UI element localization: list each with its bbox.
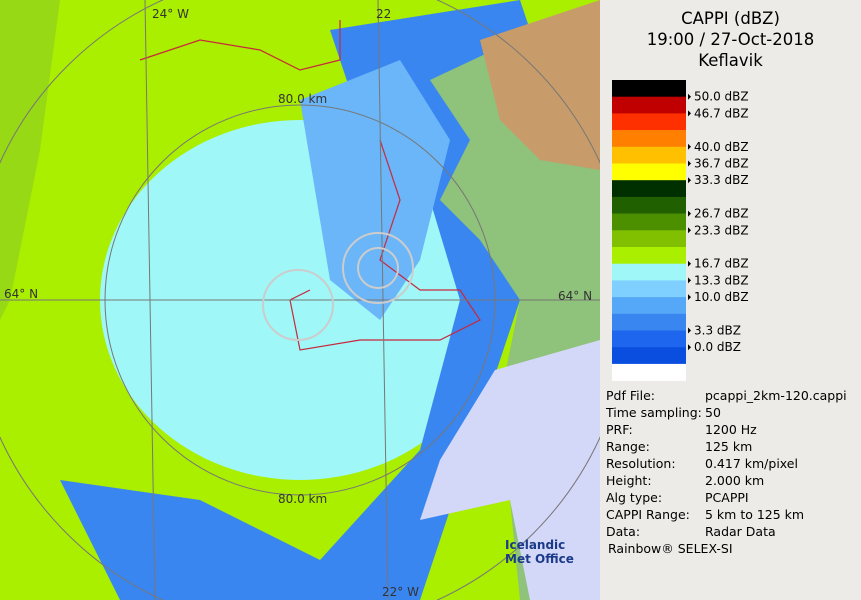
info-row: Pdf File: pcappi_2km-120.cappi	[606, 387, 855, 404]
lon-label: 24° W	[152, 7, 189, 21]
ocean	[420, 340, 600, 600]
legend-tick	[688, 227, 691, 234]
logo-box: Icelandic Met Office	[505, 538, 574, 566]
info-key: Pdf File:	[606, 388, 655, 403]
legend-tick	[688, 93, 691, 100]
legend-swatch	[612, 280, 686, 298]
echo-band	[0, 0, 60, 320]
info-value: Radar Data	[705, 524, 776, 539]
info-value: 50	[705, 405, 721, 420]
legend-swatch	[612, 113, 686, 131]
coastline	[139, 20, 481, 351]
lon-label: 22	[376, 7, 391, 21]
ring-label: 80.0 km	[278, 92, 327, 106]
legend-tick	[688, 110, 691, 117]
legend-swatch	[612, 330, 686, 348]
legend-tick	[688, 294, 691, 301]
legend-label: 50.0 dBZ	[694, 90, 749, 104]
legend-tick	[688, 143, 691, 150]
info-key: Data:	[606, 524, 641, 539]
legend-swatch	[612, 130, 686, 148]
legend-label: 26.7 dBZ	[694, 207, 749, 221]
info-key: PRF:	[606, 422, 633, 437]
legend-label: 0.0 dBZ	[694, 340, 741, 354]
legend-swatch	[612, 230, 686, 248]
legend: 50.0 dBZ 46.7 dBZ 40.0 dBZ 36.7 dBZ 33.3 dBZ…	[612, 80, 749, 381]
legend-tick	[688, 260, 691, 267]
legend-label: 46.7 dBZ	[694, 106, 749, 120]
info-key: Range:	[606, 439, 650, 454]
legend-swatch	[612, 180, 686, 198]
lat-label: 64° N	[558, 289, 592, 303]
site: Keflavik	[698, 51, 763, 70]
ring-label: 80.0 km	[278, 492, 327, 506]
legend-tick	[688, 327, 691, 334]
legend-swatch	[612, 163, 686, 181]
lon-label: 22° W	[382, 585, 419, 599]
title-block: CAPPI (dBZ) 19:00 / 27-Oct-2018 Keflavik	[600, 8, 861, 71]
info-key: Alg type:	[606, 490, 663, 505]
time: 19:00 / 27-Oct-2018	[646, 30, 815, 49]
legend-label: 13.3 dBZ	[694, 273, 749, 287]
info-row: Height: 2.000 km	[606, 472, 855, 489]
legend-tick	[688, 177, 691, 184]
legend-swatch	[612, 196, 686, 214]
info-row: Alg type: PCAPPI	[606, 489, 855, 506]
legend-swatch	[612, 80, 686, 97]
legend-tick	[688, 210, 691, 217]
legend-tick	[688, 344, 691, 351]
legend-swatch	[612, 363, 686, 381]
legend-swatch	[612, 247, 686, 264]
legend-label: 16.7 dBZ	[694, 257, 749, 271]
info-key: Time sampling:	[606, 405, 702, 420]
lat-label: 64° N	[4, 287, 38, 301]
info-value: 0.417 km/pixel	[705, 456, 798, 471]
info-row: Range: 125 km	[606, 438, 855, 455]
legend-swatch	[612, 96, 686, 114]
legend-swatch	[612, 313, 686, 331]
footer: Rainbow® SELEX-SI	[608, 541, 733, 556]
highland	[480, 0, 600, 170]
logo: Icelandic Met Office	[505, 538, 574, 566]
legend-label: 36.7 dBZ	[694, 157, 749, 171]
legend-swatch	[612, 297, 686, 315]
title: CAPPI (dBZ)	[681, 9, 780, 28]
info-value: 5 km to 125 km	[705, 507, 805, 522]
info-row: Time sampling: 50	[606, 404, 855, 421]
legend-label: 23.3 dBZ	[694, 223, 749, 237]
radar-map: 24° W 22 22° W 64° N 64° N 80.0 km 80.0 …	[0, 0, 600, 600]
legend-tick	[688, 160, 691, 167]
local-rings	[262, 232, 414, 341]
info-table: Pdf File: pcappi_2km-120.cappi Time sampli…	[606, 387, 855, 540]
echo-mid	[300, 60, 450, 320]
info-row: Resolution: 0.417 km/pixel	[606, 455, 855, 472]
info-row: Data: Radar Data	[606, 523, 855, 540]
info-key: Height:	[606, 473, 652, 488]
legend-label: 3.3 dBZ	[694, 324, 741, 338]
info-key: CAPPI Range:	[606, 507, 690, 522]
legend-label: 40.0 dBZ	[694, 140, 749, 154]
legend-swatch	[612, 263, 686, 281]
info-row: PRF: 1200 Hz	[606, 421, 855, 438]
info-row: CAPPI Range: 5 km to 125 km	[606, 506, 855, 523]
info-value: pcappi_2km-120.cappi	[705, 388, 847, 403]
info-value: 2.000 km	[705, 473, 765, 488]
info-value: 1200 Hz	[705, 422, 757, 437]
range-rings	[0, 0, 600, 600]
legend-tick	[688, 277, 691, 284]
legend-swatch	[612, 347, 686, 365]
info-key: Resolution:	[606, 456, 676, 471]
legend-swatch	[612, 213, 686, 231]
info-value: PCAPPI	[705, 490, 749, 505]
legend-swatch	[612, 146, 686, 164]
info-value: 125 km	[705, 439, 753, 454]
legend-label: 33.3 dBZ	[694, 173, 749, 187]
legend-label: 10.0 dBZ	[694, 290, 749, 304]
